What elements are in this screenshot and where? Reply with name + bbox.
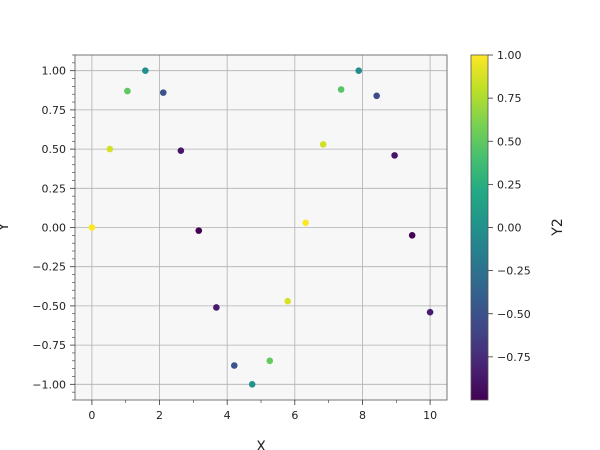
data-point — [266, 357, 274, 365]
x-tick-label: 8 — [359, 409, 366, 422]
colorbar-tick-label: 0.00 — [497, 222, 522, 235]
colorbar-label: Y2 — [550, 218, 566, 236]
y-tick-label: −0.50 — [32, 300, 66, 313]
colorbar-tick-label: −0.50 — [497, 308, 531, 321]
colorbar-tick-label: −0.25 — [497, 265, 531, 278]
y-tick-label: 0.50 — [42, 143, 67, 156]
y-tick-label: −0.75 — [32, 339, 66, 352]
y-tick-label: 0.75 — [42, 104, 67, 117]
data-point — [230, 362, 238, 369]
x-tick-label: 4 — [224, 409, 231, 422]
data-point — [302, 219, 309, 227]
x-tick-label: 2 — [156, 409, 163, 422]
data-point — [337, 86, 345, 93]
data-point — [355, 67, 363, 74]
data-point — [88, 224, 96, 231]
y-tick-label: 0.25 — [42, 182, 67, 195]
colorbar-tick-label: −0.75 — [497, 351, 531, 364]
data-point — [408, 232, 416, 239]
y-tick-label: 1.00 — [42, 65, 67, 78]
x-tick-label: 10 — [423, 409, 437, 422]
data-point — [319, 141, 327, 148]
y-axis-label: Y — [0, 222, 12, 232]
colorbar-tick-label: 0.75 — [497, 92, 522, 105]
data-point — [106, 145, 114, 153]
data-point — [195, 227, 203, 234]
colorbar-axis: −0.75 −0.50 −0.25 0.00 0.25 0.50 0.75 1.00 — [488, 49, 531, 364]
data-point — [373, 92, 380, 100]
data-points — [88, 67, 434, 388]
grid-lines — [75, 55, 447, 400]
data-point — [213, 304, 220, 311]
data-point — [391, 152, 398, 159]
data-point — [142, 67, 149, 74]
x-tick-label: 0 — [88, 409, 95, 422]
x-axis-label: X — [256, 439, 266, 450]
colorbar-tick-label: 1.00 — [497, 49, 522, 62]
colorbar-tick-label: 0.50 — [497, 135, 522, 148]
data-point — [284, 297, 292, 305]
x-axis: 0 2 4 6 8 10 — [88, 400, 437, 422]
data-point — [159, 89, 167, 96]
y-tick-label: −1.00 — [32, 378, 66, 391]
colorbar — [470, 54, 489, 401]
data-point — [426, 308, 434, 316]
data-point — [177, 147, 185, 154]
y-axis: −1.00 −0.75 −0.50 −0.25 0.00 0.25 0.50 0.75 1.00 — [32, 54, 75, 401]
x-tick-label: 6 — [291, 409, 298, 422]
colorbar-tick-label: 0.25 — [497, 178, 522, 191]
y-tick-label: 0.00 — [42, 222, 67, 235]
y-tick-label: −0.25 — [32, 261, 66, 274]
data-point — [248, 381, 256, 388]
data-point — [124, 87, 131, 95]
